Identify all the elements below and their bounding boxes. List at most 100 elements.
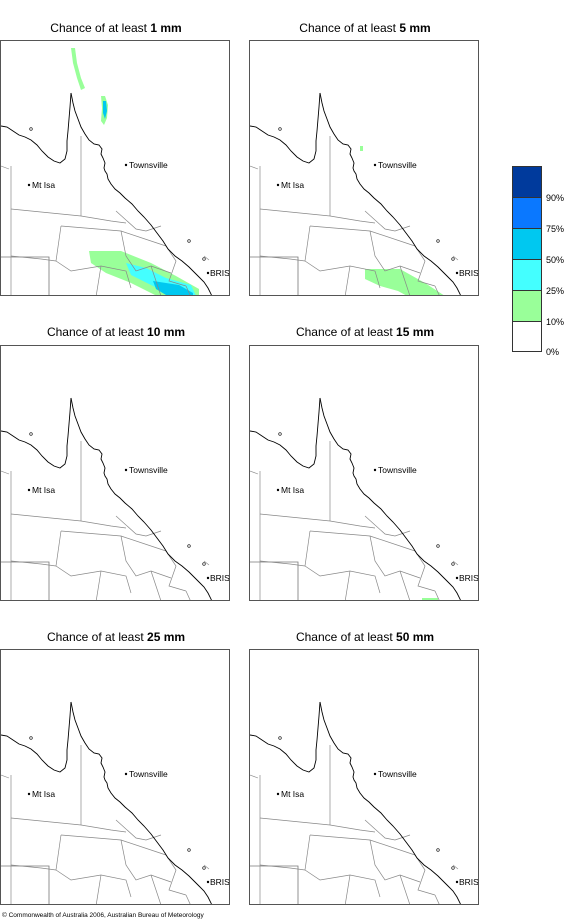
- city-marker: [27, 488, 31, 492]
- townsville-label: Townsville: [129, 769, 168, 779]
- district-border: [60, 834, 167, 856]
- probability-legend: [512, 166, 542, 352]
- district-border: [259, 817, 376, 833]
- district-border: [364, 515, 411, 537]
- district-border: [304, 834, 381, 898]
- district-border: [55, 225, 132, 289]
- district-border: [259, 513, 376, 529]
- coastline: [1, 397, 72, 469]
- city-marker: [373, 772, 377, 776]
- townsville-label: Townsville: [129, 465, 168, 475]
- island: [202, 866, 206, 870]
- district-border: [115, 210, 162, 232]
- map-panel-25mm: Townsville Mt Isa BRIS: [0, 649, 230, 905]
- minor-border: [1, 470, 10, 475]
- coastline: [1, 701, 72, 773]
- district-border: [259, 208, 376, 224]
- district-border: [55, 834, 132, 898]
- district-border: [344, 265, 351, 295]
- mt-isa-label: Mt Isa: [32, 180, 55, 190]
- map-panel-50mm: Townsville Mt Isa BRIS: [249, 649, 479, 905]
- rain-probability-area: [365, 269, 444, 295]
- city-marker: [206, 271, 210, 275]
- district-border: [95, 570, 102, 600]
- queensland-map: Townsville Mt Isa BRIS: [250, 701, 478, 904]
- inset-box: [250, 561, 299, 600]
- district-border: [120, 839, 172, 883]
- district-border: [55, 530, 132, 594]
- island: [29, 736, 33, 740]
- minor-border: [250, 470, 259, 475]
- district-border: [309, 530, 416, 552]
- district-border: [369, 839, 421, 883]
- minor-border: [1, 774, 10, 779]
- district-border: [344, 570, 351, 600]
- city-marker: [455, 271, 459, 275]
- district-border: [10, 255, 57, 262]
- mt-isa-label: Mt Isa: [32, 789, 55, 799]
- coastline: [70, 397, 212, 600]
- mt-isa-label: Mt Isa: [281, 180, 304, 190]
- legend-label-50: 50%: [546, 255, 565, 265]
- district-border: [344, 874, 351, 904]
- island: [278, 736, 282, 740]
- brisbane-label: BRIS: [459, 573, 479, 583]
- district-border: [434, 894, 440, 904]
- city-marker: [373, 163, 377, 167]
- queensland-map: Townsville Mt Isa BRIS: [250, 397, 479, 600]
- legend-label-25: 25%: [546, 286, 565, 296]
- district-border: [60, 530, 167, 552]
- island: [436, 239, 440, 243]
- island: [451, 866, 455, 870]
- city-marker: [276, 183, 280, 187]
- district-border: [115, 819, 162, 841]
- brisbane-label: BRIS: [210, 268, 230, 278]
- island: [29, 127, 33, 131]
- city-marker: [206, 576, 210, 580]
- district-border: [259, 864, 306, 871]
- map-panel-10mm: Townsville Mt Isa BRIS: [0, 345, 230, 601]
- panel-title-50mm: Chance of at least 50 mm: [295, 630, 435, 644]
- island: [451, 562, 455, 566]
- district-border: [10, 513, 127, 529]
- city-marker: [455, 576, 459, 580]
- district-border: [10, 560, 57, 567]
- map-panel-1mm: Townsville Mt Isa BRIS: [0, 40, 230, 296]
- legend-label-10: 10%: [546, 317, 565, 327]
- minor-border: [250, 165, 259, 170]
- copyright-notice: © Commonwealth of Australia 2006, Austra…: [2, 912, 204, 919]
- district-border: [10, 817, 127, 833]
- island: [202, 257, 206, 261]
- inset-box: [1, 561, 50, 600]
- queensland-map: Townsville Mt Isa BRIS: [250, 92, 478, 295]
- district-border: [414, 245, 436, 287]
- townsville-label: Townsville: [378, 465, 417, 475]
- rain-probability-area: [422, 598, 438, 600]
- coastline: [319, 92, 461, 295]
- coastline: [70, 92, 212, 295]
- city-marker: [276, 488, 280, 492]
- rain-probability-area: [71, 48, 85, 90]
- city-marker: [124, 772, 128, 776]
- legend-label-90: 90%: [546, 193, 565, 203]
- city-marker: [206, 880, 210, 884]
- district-border: [364, 819, 411, 841]
- minor-border: [452, 255, 459, 261]
- district-border: [304, 225, 381, 289]
- coastline: [250, 701, 321, 773]
- district-border: [165, 854, 187, 896]
- minor-border: [452, 560, 459, 566]
- district-border: [309, 834, 416, 856]
- coastline: [250, 397, 321, 469]
- map-panel-5mm: Townsville Mt Isa BRIS: [249, 40, 479, 296]
- rain-probability-area: [360, 146, 363, 151]
- island: [436, 848, 440, 852]
- district-border: [369, 230, 421, 274]
- island: [451, 257, 455, 261]
- city-marker: [124, 163, 128, 167]
- district-border: [434, 590, 440, 600]
- district-border: [150, 265, 162, 295]
- legend-swatch-75: [513, 198, 541, 229]
- rain-probability-area: [103, 101, 107, 119]
- legend-swatch-50: [513, 229, 541, 260]
